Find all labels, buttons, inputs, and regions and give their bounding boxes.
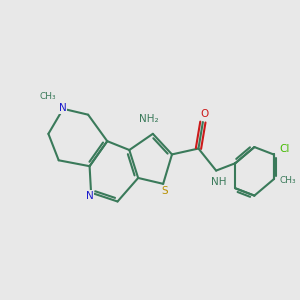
Text: S: S	[161, 186, 168, 196]
Text: Cl: Cl	[280, 144, 290, 154]
Text: N: N	[58, 103, 66, 113]
Text: NH: NH	[211, 177, 227, 187]
Text: CH₃: CH₃	[40, 92, 56, 101]
Text: N: N	[86, 190, 94, 201]
Text: NH₂: NH₂	[139, 113, 158, 124]
Text: O: O	[200, 109, 208, 119]
Text: CH₃: CH₃	[279, 176, 296, 185]
